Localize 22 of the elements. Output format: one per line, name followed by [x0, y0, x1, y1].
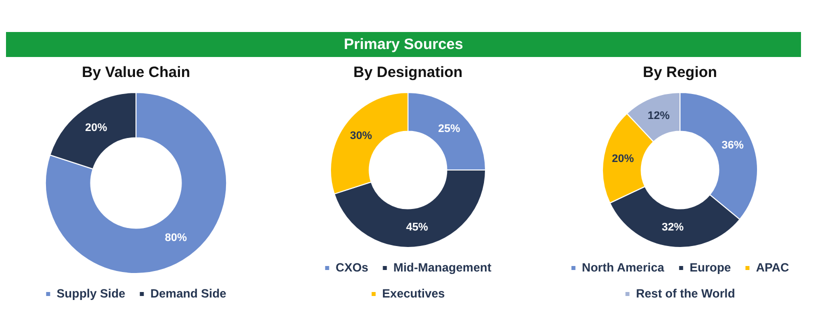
legend-label: Rest of the World	[636, 286, 736, 300]
legend-label: Executives	[382, 286, 446, 300]
legend-label: APAC	[756, 260, 790, 274]
data-label: 45%	[406, 221, 428, 234]
chart-title: By Designation	[353, 64, 463, 82]
data-label: 20%	[85, 122, 108, 134]
legend-label: Europe	[690, 260, 732, 274]
legend-label: North America	[582, 260, 664, 274]
legend-label: Supply Side	[56, 286, 126, 300]
legend-label: CXOs	[336, 260, 369, 274]
data-label: 20%	[612, 153, 634, 166]
chart-title: By Region	[642, 64, 718, 82]
data-label: 32%	[662, 222, 684, 234]
data-label: 25%	[438, 122, 460, 135]
data-label: 36%	[722, 139, 744, 152]
text: Primary Sources	[6, 32, 801, 57]
chart-title: By Value Chain	[82, 64, 190, 82]
data-label: 12%	[648, 110, 670, 122]
legend-label: Mid-Management	[393, 260, 492, 274]
data-label: 30%	[350, 130, 372, 142]
legend-label: Demand Side	[150, 286, 227, 300]
data-label: 80%	[164, 232, 188, 244]
